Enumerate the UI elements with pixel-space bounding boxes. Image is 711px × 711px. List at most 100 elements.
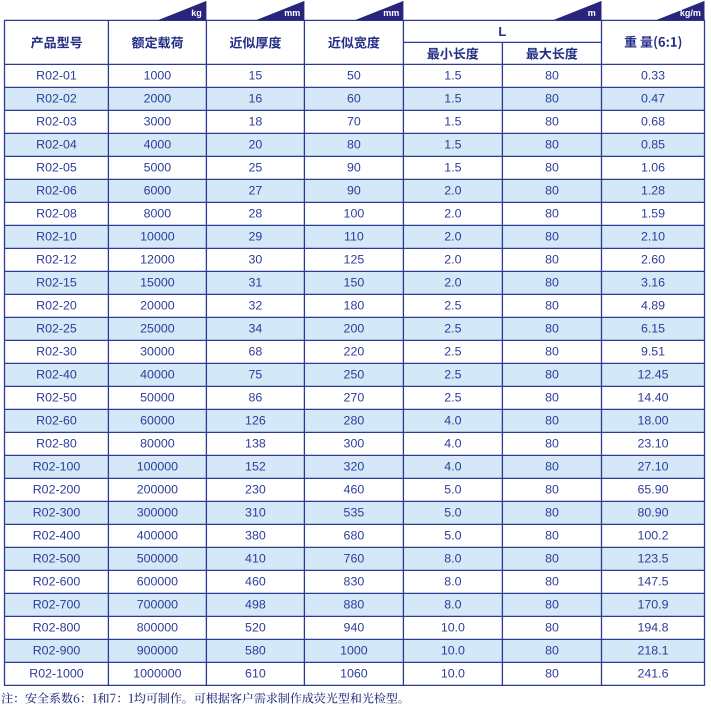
svg-text:32: 32 <box>249 298 263 312</box>
svg-text:270: 270 <box>344 390 365 404</box>
svg-text:940: 940 <box>344 620 365 634</box>
svg-text:0.85: 0.85 <box>641 137 665 151</box>
svg-text:4.89: 4.89 <box>641 298 665 312</box>
svg-text:80: 80 <box>545 620 559 634</box>
svg-text:600000: 600000 <box>137 574 178 588</box>
svg-text:8.0: 8.0 <box>444 574 461 588</box>
svg-text:280: 280 <box>344 413 365 427</box>
svg-text:460: 460 <box>245 574 266 588</box>
svg-text:1.06: 1.06 <box>641 160 665 174</box>
svg-text:1.5: 1.5 <box>444 114 461 128</box>
svg-text:80: 80 <box>545 505 559 519</box>
svg-text:310: 310 <box>245 505 266 519</box>
svg-text:1.5: 1.5 <box>444 160 461 174</box>
svg-text:2.0: 2.0 <box>444 252 461 266</box>
svg-text:2.0: 2.0 <box>444 206 461 220</box>
svg-text:6000: 6000 <box>144 183 172 197</box>
svg-text:R02-15: R02-15 <box>36 275 77 289</box>
svg-text:498: 498 <box>245 597 266 611</box>
svg-text:2.60: 2.60 <box>641 252 665 266</box>
svg-text:300000: 300000 <box>137 505 178 519</box>
svg-text:1.5: 1.5 <box>444 68 461 82</box>
svg-text:230: 230 <box>245 482 266 496</box>
svg-text:241.6: 241.6 <box>637 666 668 680</box>
svg-text:R02-03: R02-03 <box>36 114 77 128</box>
svg-text:80: 80 <box>347 137 361 151</box>
svg-text:65.90: 65.90 <box>637 482 668 496</box>
svg-text:90: 90 <box>347 183 361 197</box>
svg-text:380: 380 <box>245 528 266 542</box>
svg-text:5000: 5000 <box>144 160 172 174</box>
svg-text:8.0: 8.0 <box>444 551 461 565</box>
svg-text:15: 15 <box>249 68 263 82</box>
svg-text:152: 152 <box>245 459 266 473</box>
svg-text:mm: mm <box>383 8 399 18</box>
svg-text:2000: 2000 <box>144 91 172 105</box>
svg-text:4000: 4000 <box>144 137 172 151</box>
svg-text:90: 90 <box>347 160 361 174</box>
svg-text:10.0: 10.0 <box>441 666 465 680</box>
svg-text:1000: 1000 <box>340 643 368 657</box>
svg-text:14.40: 14.40 <box>637 390 668 404</box>
svg-text:30000: 30000 <box>140 344 175 358</box>
svg-text:80.90: 80.90 <box>637 505 668 519</box>
svg-text:10000: 10000 <box>140 229 175 243</box>
svg-text:10.0: 10.0 <box>441 643 465 657</box>
svg-text:2.5: 2.5 <box>444 367 461 381</box>
svg-text:1.59: 1.59 <box>641 206 665 220</box>
svg-text:180: 180 <box>344 298 365 312</box>
svg-text:80: 80 <box>545 574 559 588</box>
svg-text:8000: 8000 <box>144 206 172 220</box>
svg-text:68: 68 <box>249 344 263 358</box>
svg-text:8.0: 8.0 <box>444 597 461 611</box>
svg-text:R02-300: R02-300 <box>33 505 81 519</box>
svg-text:80: 80 <box>545 183 559 197</box>
svg-text:75: 75 <box>249 367 263 381</box>
svg-text:27.10: 27.10 <box>637 459 668 473</box>
svg-text:12.45: 12.45 <box>637 367 668 381</box>
svg-text:80: 80 <box>545 344 559 358</box>
svg-text:100.2: 100.2 <box>637 528 668 542</box>
svg-text:80: 80 <box>545 91 559 105</box>
svg-text:R02-60: R02-60 <box>36 413 77 427</box>
svg-text:1000000: 1000000 <box>133 666 181 680</box>
svg-text:4.0: 4.0 <box>444 413 461 427</box>
svg-text:mm: mm <box>284 8 300 18</box>
svg-text:680: 680 <box>344 528 365 542</box>
svg-text:50: 50 <box>347 68 361 82</box>
svg-text:80: 80 <box>545 137 559 151</box>
svg-text:31: 31 <box>249 275 263 289</box>
svg-text:R02-50: R02-50 <box>36 390 77 404</box>
svg-text:28: 28 <box>249 206 263 220</box>
svg-text:80: 80 <box>545 390 559 404</box>
svg-text:1.5: 1.5 <box>444 91 461 105</box>
svg-text:80: 80 <box>545 275 559 289</box>
svg-text:5.0: 5.0 <box>444 505 461 519</box>
svg-text:880: 880 <box>344 597 365 611</box>
svg-text:R02-04: R02-04 <box>36 137 77 151</box>
svg-text:R02-900: R02-900 <box>33 643 81 657</box>
svg-text:580: 580 <box>245 643 266 657</box>
svg-text:10.0: 10.0 <box>441 620 465 634</box>
svg-text:760: 760 <box>344 551 365 565</box>
svg-text:R02-800: R02-800 <box>33 620 81 634</box>
svg-text:20000: 20000 <box>140 298 175 312</box>
svg-text:535: 535 <box>344 505 365 519</box>
svg-text:80: 80 <box>545 597 559 611</box>
svg-text:L: L <box>498 24 506 39</box>
svg-text:1000: 1000 <box>144 68 172 82</box>
svg-text:460: 460 <box>344 482 365 496</box>
svg-text:410: 410 <box>245 551 266 565</box>
svg-text:15000: 15000 <box>140 275 175 289</box>
svg-text:R02-600: R02-600 <box>33 574 81 588</box>
svg-text:9.51: 9.51 <box>641 344 665 358</box>
svg-text:80: 80 <box>545 68 559 82</box>
svg-text:123.5: 123.5 <box>637 551 668 565</box>
svg-text:2.5: 2.5 <box>444 344 461 358</box>
svg-text:kg/m: kg/m <box>680 8 701 18</box>
svg-text:30: 30 <box>249 252 263 266</box>
svg-text:80: 80 <box>545 436 559 450</box>
svg-text:0.68: 0.68 <box>641 114 665 128</box>
svg-text:34: 34 <box>249 321 263 335</box>
svg-text:80: 80 <box>545 413 559 427</box>
